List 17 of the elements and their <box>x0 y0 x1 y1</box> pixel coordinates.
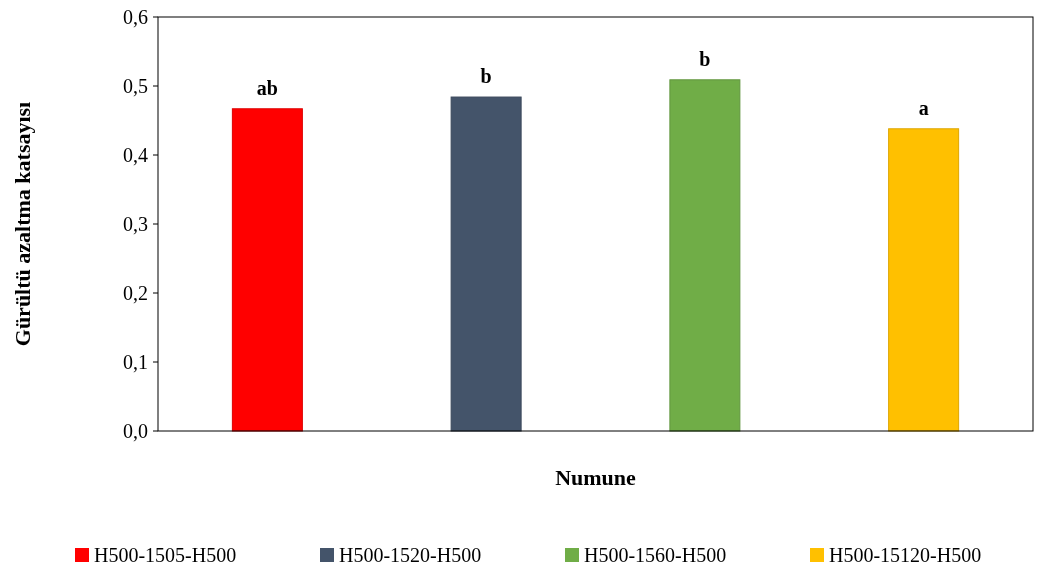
legend-label: H500-1560-H500 <box>584 544 727 566</box>
y-tick-label: 0,3 <box>123 213 148 235</box>
data-label: a <box>918 96 929 119</box>
y-tick-label: 0,5 <box>123 75 148 97</box>
legend-label: H500-15120-H500 <box>829 544 982 566</box>
y-tick-label: 0,6 <box>123 6 148 28</box>
y-tick-label: 0,2 <box>123 282 148 304</box>
data-label: b <box>699 47 711 70</box>
y-tick-label: 0,4 <box>123 144 148 166</box>
y-tick-label: 0,0 <box>123 420 148 442</box>
data-label: b <box>480 65 492 88</box>
y-axis-title: Gürültü azaltma katsayısı <box>10 101 35 347</box>
legend-label: H500-1520-H500 <box>339 544 482 566</box>
legend-label: H500-1505-H500 <box>94 544 237 566</box>
x-axis-title: Numune <box>555 465 637 490</box>
data-label: ab <box>256 76 278 99</box>
y-tick-label: 0,1 <box>123 351 148 373</box>
